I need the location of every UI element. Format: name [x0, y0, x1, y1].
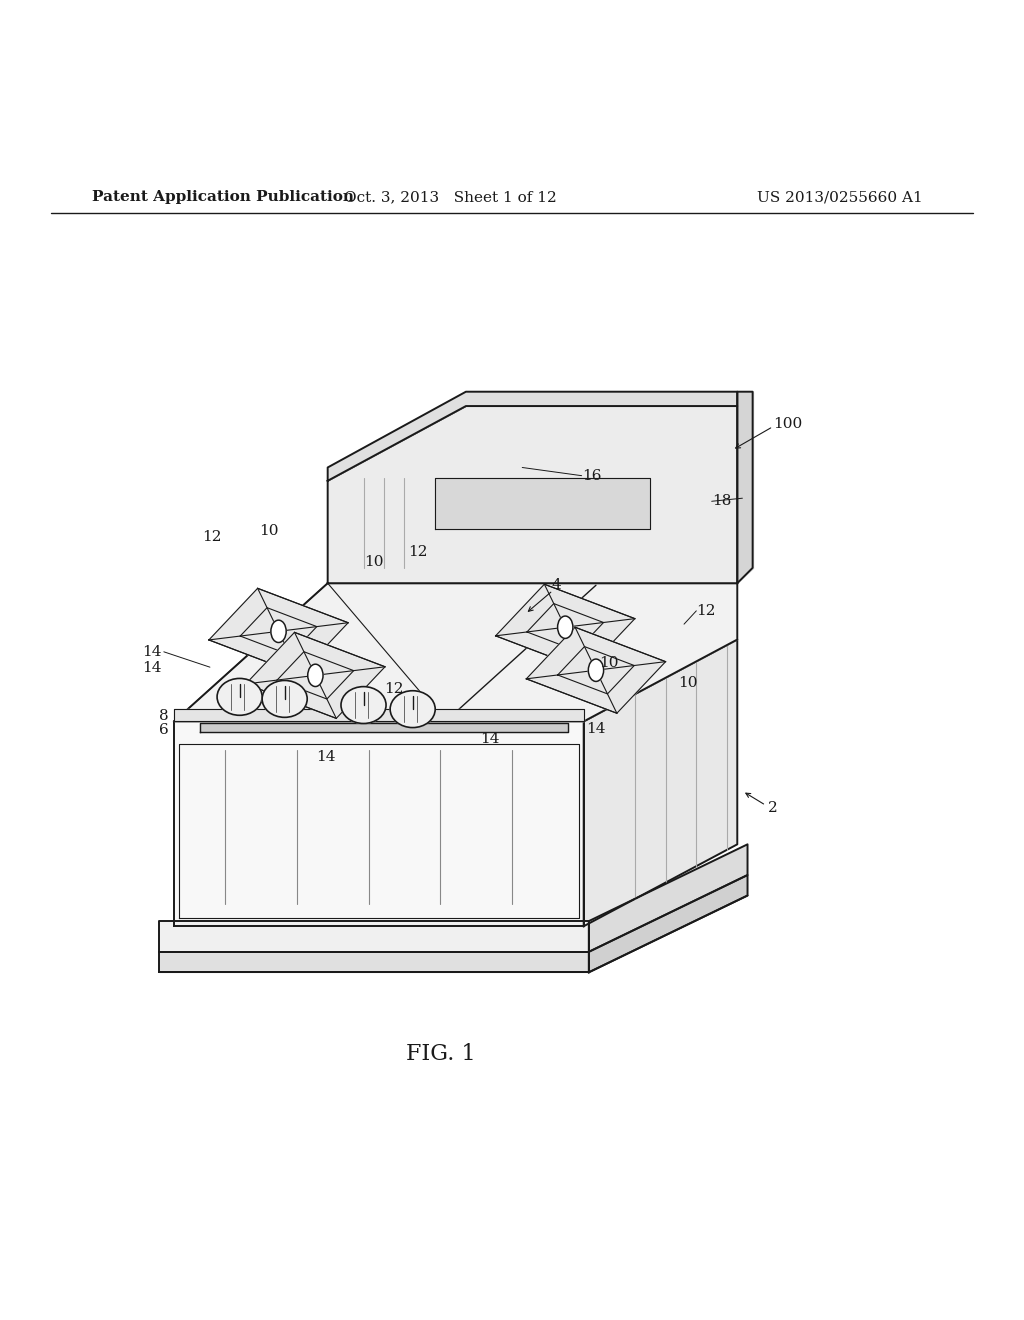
- Polygon shape: [526, 627, 666, 713]
- Text: 2: 2: [768, 801, 778, 816]
- Polygon shape: [589, 875, 748, 973]
- Text: 14: 14: [142, 661, 162, 676]
- Text: 14: 14: [142, 644, 162, 659]
- Polygon shape: [174, 583, 737, 722]
- Text: FIG. 1: FIG. 1: [406, 1043, 475, 1065]
- Text: 16: 16: [582, 469, 601, 483]
- Text: 6: 6: [159, 722, 169, 737]
- Polygon shape: [589, 845, 748, 952]
- Text: 14: 14: [479, 731, 500, 746]
- Text: 12: 12: [696, 603, 716, 618]
- Text: Oct. 3, 2013   Sheet 1 of 12: Oct. 3, 2013 Sheet 1 of 12: [344, 190, 557, 205]
- Polygon shape: [328, 392, 737, 480]
- Ellipse shape: [390, 690, 435, 727]
- Ellipse shape: [262, 681, 307, 717]
- Polygon shape: [159, 952, 589, 973]
- Ellipse shape: [589, 659, 603, 681]
- Ellipse shape: [558, 616, 572, 639]
- Polygon shape: [209, 589, 348, 675]
- Text: US 2013/0255660 A1: US 2013/0255660 A1: [757, 190, 923, 205]
- Text: 100: 100: [773, 417, 803, 432]
- Polygon shape: [159, 921, 589, 952]
- Text: 14: 14: [586, 722, 605, 735]
- Text: 8: 8: [160, 709, 169, 723]
- Polygon shape: [246, 632, 385, 718]
- Text: 12: 12: [408, 545, 428, 560]
- Text: 10: 10: [364, 554, 384, 569]
- Polygon shape: [200, 723, 568, 731]
- Text: 12: 12: [384, 681, 404, 696]
- Polygon shape: [435, 478, 650, 529]
- Polygon shape: [328, 407, 737, 583]
- Ellipse shape: [217, 678, 262, 715]
- Polygon shape: [174, 709, 584, 722]
- Text: 4: 4: [551, 578, 561, 593]
- Text: Patent Application Publication: Patent Application Publication: [92, 190, 354, 205]
- Text: 10: 10: [678, 676, 697, 689]
- Text: 18: 18: [712, 494, 731, 508]
- Polygon shape: [737, 392, 753, 583]
- Ellipse shape: [341, 686, 386, 723]
- Text: 12: 12: [202, 531, 222, 544]
- Text: 14: 14: [315, 750, 336, 764]
- Text: 10: 10: [599, 656, 620, 671]
- Polygon shape: [584, 639, 737, 927]
- Polygon shape: [174, 722, 584, 927]
- Text: 10: 10: [259, 524, 280, 539]
- Polygon shape: [496, 585, 635, 671]
- Ellipse shape: [271, 620, 286, 643]
- Ellipse shape: [308, 664, 323, 686]
